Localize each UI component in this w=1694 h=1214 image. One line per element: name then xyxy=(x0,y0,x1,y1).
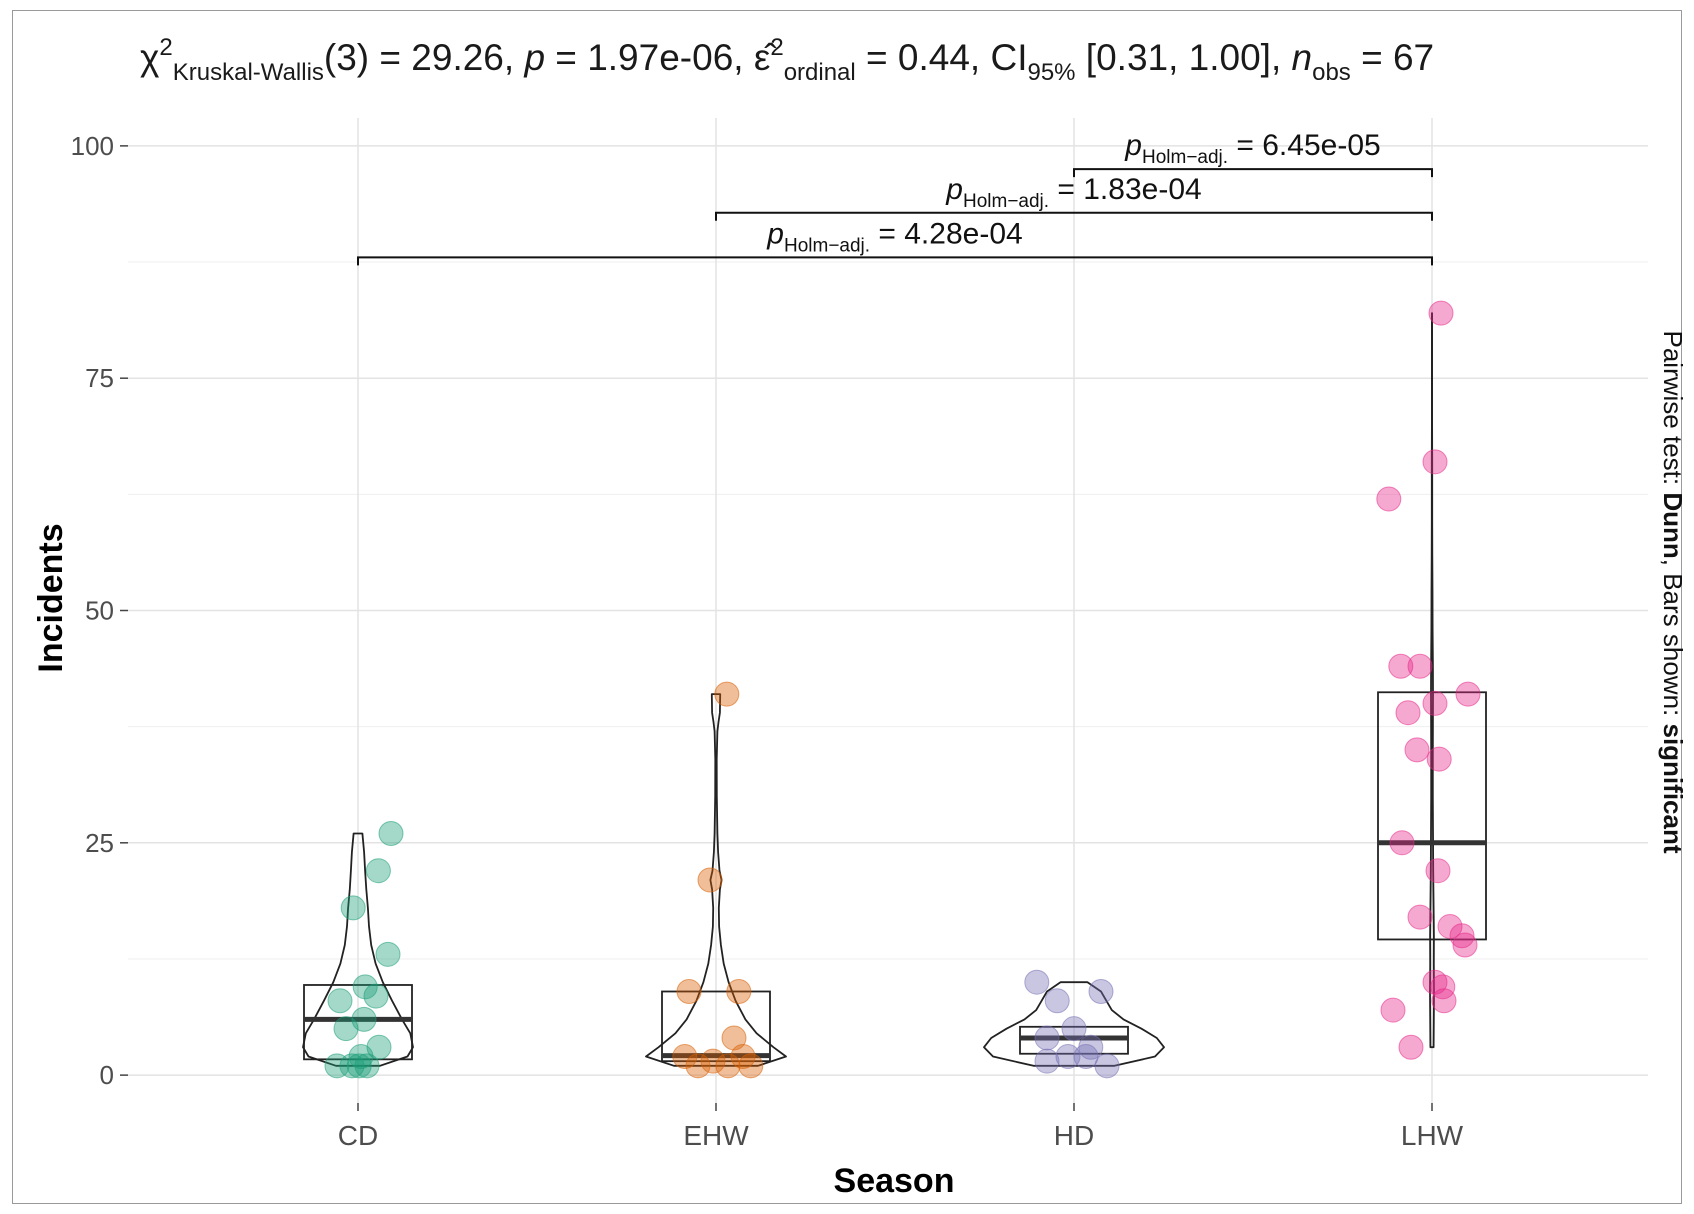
point-EHW xyxy=(730,1044,756,1070)
point-CD xyxy=(333,1016,359,1042)
bracket-HD-LHW xyxy=(1073,168,1433,178)
point-HD xyxy=(1073,1044,1099,1070)
chart-subtitle: χ2Kruskal-Wallis(3) = 29.26, p = 1.97e-0… xyxy=(140,34,1434,86)
point-LHW xyxy=(1422,969,1448,995)
point-EHW xyxy=(700,1048,726,1074)
point-EHW xyxy=(685,1053,711,1079)
box-EHW xyxy=(661,990,771,1063)
point-LHW xyxy=(1422,690,1448,716)
y-tick-label: 0 xyxy=(100,1060,114,1090)
y-axis: 0 25 50 75 100 xyxy=(71,131,128,1090)
point-CD xyxy=(346,1053,372,1079)
violin-EHW xyxy=(645,693,787,1067)
bracket-EHW-LHW xyxy=(715,211,1433,221)
point-LHW xyxy=(1426,746,1452,772)
point-CD xyxy=(365,858,391,884)
point-HD xyxy=(1055,1044,1081,1070)
box-CD xyxy=(303,984,413,1061)
point-LHW xyxy=(1388,653,1414,679)
point-LHW xyxy=(1398,1034,1424,1060)
y-tick-label: 100 xyxy=(71,131,114,161)
point-CD xyxy=(339,1053,365,1079)
point-CD xyxy=(375,941,401,967)
caption-test-name: Dunn xyxy=(1658,492,1688,558)
y-tick-label: 75 xyxy=(85,363,114,393)
point-CD xyxy=(352,974,378,1000)
bracket-label: pHolm−adj. = 6.45e-05 xyxy=(1124,129,1380,168)
point-HD xyxy=(1088,978,1114,1004)
bracket-label: pHolm−adj. = 4.28e-04 xyxy=(766,217,1022,256)
gridlines xyxy=(128,118,1648,1103)
point-LHW xyxy=(1455,681,1481,707)
point-EHW xyxy=(726,978,752,1004)
point-LHW xyxy=(1407,653,1433,679)
point-HD xyxy=(1034,1025,1060,1051)
point-LHW xyxy=(1376,486,1402,512)
bracket-CD-LHW xyxy=(357,256,1433,266)
violin-HD xyxy=(983,981,1165,1067)
point-EHW xyxy=(714,681,740,707)
bracket-label: pHolm−adj. = 1.83e-04 xyxy=(945,173,1201,212)
point-LHW xyxy=(1395,700,1421,726)
violin-LHW xyxy=(1429,312,1435,1049)
violins xyxy=(302,312,1435,1067)
caption-middle: , Bars shown: xyxy=(1658,559,1688,724)
point-EHW xyxy=(715,1053,741,1079)
point-CD xyxy=(340,895,366,921)
point-CD xyxy=(324,1053,350,1079)
point-LHW xyxy=(1449,923,1475,949)
point-LHW xyxy=(1452,932,1478,958)
point-LHW xyxy=(1422,449,1448,475)
point-CD xyxy=(363,983,389,1009)
point-EHW xyxy=(672,1044,698,1070)
x-tick-label: LHW xyxy=(1401,1120,1464,1151)
point-CD xyxy=(354,1053,380,1079)
caption-bars: significant xyxy=(1658,723,1688,853)
point-LHW xyxy=(1404,737,1430,763)
comparison-brackets: pHolm−adj. = 6.45e-05 pHolm−adj. = 1.83e-… xyxy=(357,129,1433,266)
caption-prefix: Pairwise test: xyxy=(1658,331,1688,493)
point-EHW xyxy=(697,867,723,893)
x-tick-label: HD xyxy=(1054,1120,1094,1151)
point-LHW xyxy=(1431,988,1457,1014)
point-LHW xyxy=(1425,858,1451,884)
point-HD xyxy=(1061,1016,1087,1042)
x-tick-label: CD xyxy=(338,1120,378,1151)
point-HD xyxy=(1094,1053,1120,1079)
point-LHW xyxy=(1428,300,1454,326)
x-tick-label: EHW xyxy=(683,1120,749,1151)
point-EHW xyxy=(721,1025,747,1051)
x-axis: CD EHW HD LHW xyxy=(338,1103,1464,1151)
boxplots xyxy=(303,691,1487,1063)
point-HD xyxy=(1034,1048,1060,1074)
point-EHW xyxy=(676,978,702,1004)
pairwise-test-caption: Pairwise test: Dunn, Bars shown: signifi… xyxy=(1658,331,1688,854)
point-LHW xyxy=(1407,904,1433,930)
x-axis-title: Season xyxy=(834,1162,955,1200)
point-CD xyxy=(327,988,353,1014)
point-HD xyxy=(1044,988,1070,1014)
point-LHW xyxy=(1389,830,1415,856)
point-LHW xyxy=(1380,997,1406,1023)
y-tick-label: 25 xyxy=(85,828,114,858)
y-tick-label: 50 xyxy=(85,596,114,626)
point-CD xyxy=(378,821,404,847)
point-LHW xyxy=(1430,974,1456,1000)
point-HD xyxy=(1024,969,1050,995)
data-points xyxy=(324,300,1481,1079)
y-axis-title: Incidents xyxy=(32,523,70,672)
